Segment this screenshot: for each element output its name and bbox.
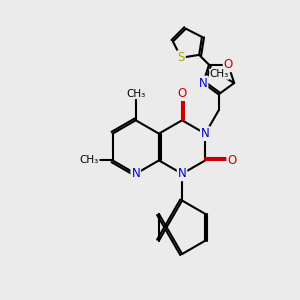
Text: N: N (201, 127, 210, 140)
Text: O: O (224, 58, 233, 71)
Text: CH₃: CH₃ (80, 155, 99, 165)
Text: N: N (131, 167, 140, 180)
Text: O: O (178, 87, 187, 100)
Text: CH₃: CH₃ (126, 88, 146, 98)
Text: CH₃: CH₃ (210, 69, 229, 79)
Text: N: N (178, 167, 187, 180)
Text: S: S (178, 51, 185, 64)
Text: N: N (199, 76, 208, 89)
Text: O: O (227, 154, 237, 167)
